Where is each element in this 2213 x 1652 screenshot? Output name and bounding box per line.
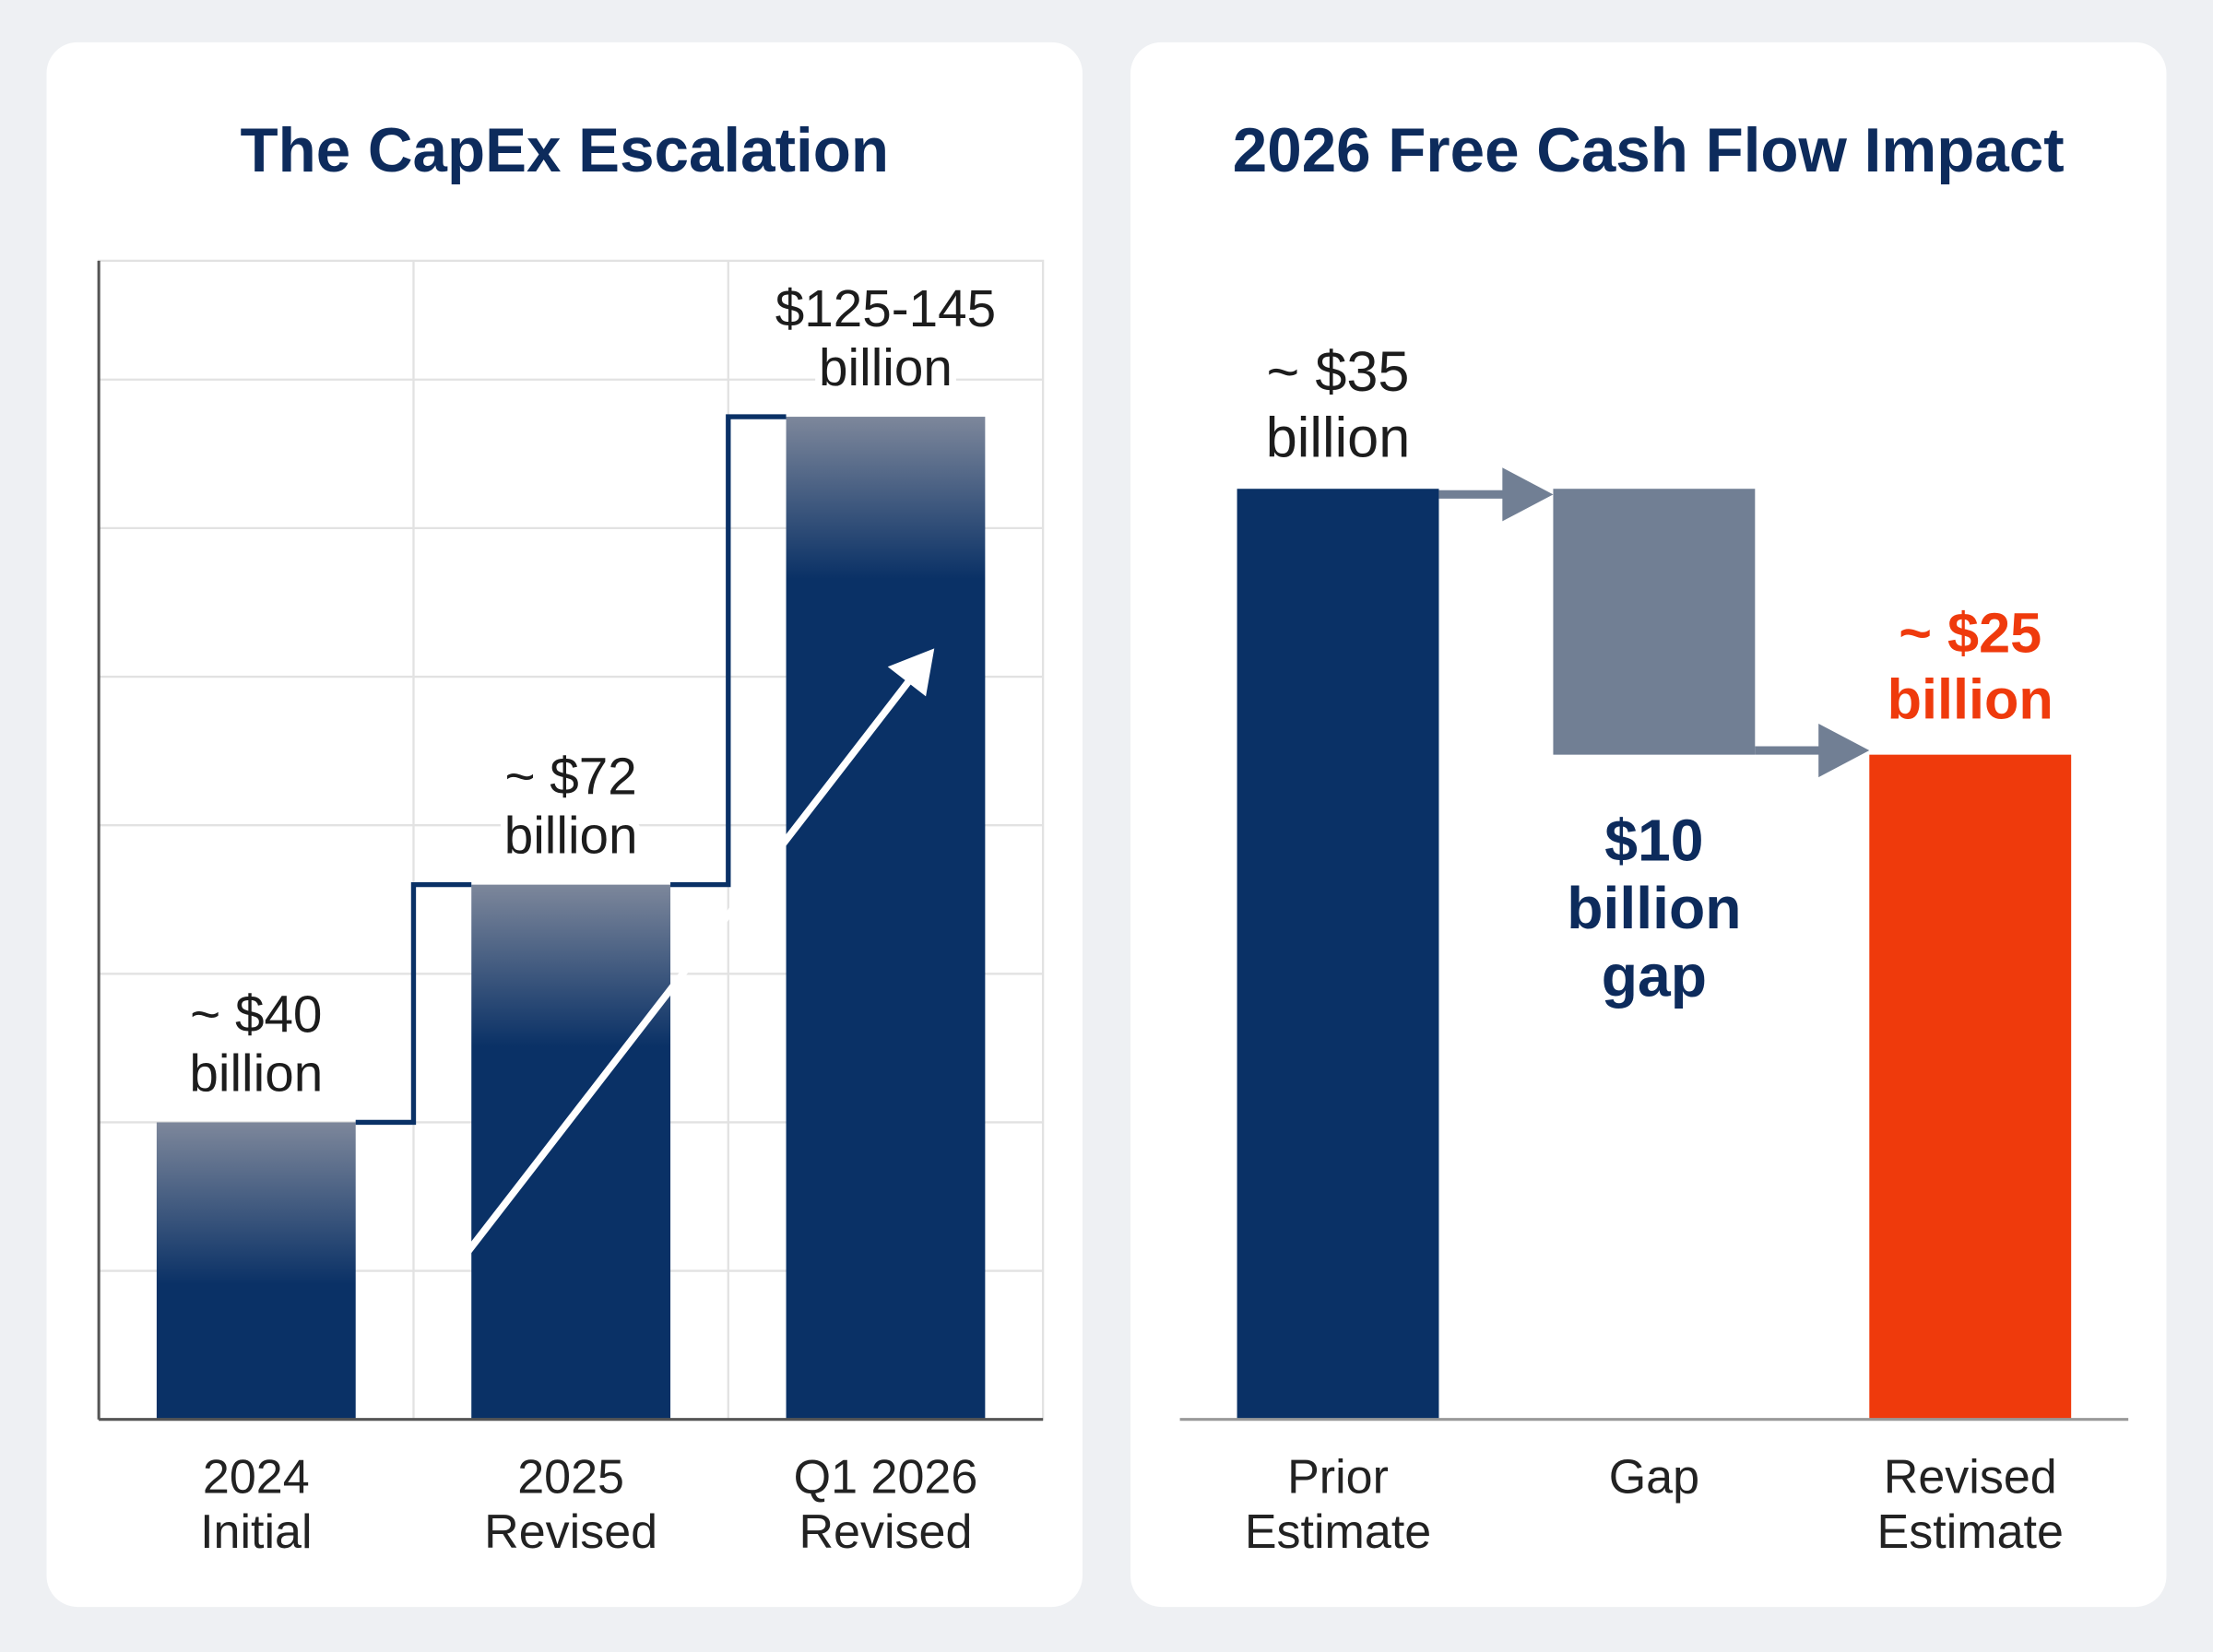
value-label: $125-145 billion xyxy=(775,279,996,396)
trend-arrow-head xyxy=(887,648,935,697)
x-tick-label: Revised Estimate xyxy=(1877,1450,2064,1559)
x-tick-label: Q1 2026 Revised xyxy=(794,1450,978,1559)
value-label: ~ $25 billion xyxy=(1888,602,2053,731)
value-label: ~ $35 billion xyxy=(1266,340,1411,469)
bar xyxy=(1553,489,1756,755)
bar xyxy=(1869,754,2072,1420)
connector-head xyxy=(1818,724,1870,778)
value-label: $10 billion gap xyxy=(1567,807,1741,1009)
connector-head xyxy=(1502,467,1554,522)
trend-arrow xyxy=(463,671,917,1257)
x-tick-label: Prior Estimate xyxy=(1245,1450,1431,1559)
x-tick-label: 2024 Initial xyxy=(200,1450,312,1559)
step-line xyxy=(355,414,787,1126)
x-tick-label: 2025 Revised xyxy=(484,1450,657,1559)
bar xyxy=(786,417,986,1420)
bar xyxy=(471,884,671,1420)
bar xyxy=(156,1122,356,1420)
value-label: ~ $72 billion xyxy=(504,747,638,864)
chart-title: 2026 Free Cash Flow Impact xyxy=(1233,116,2065,185)
bar xyxy=(1237,489,1439,1420)
chart-title: The CapEx Escalation xyxy=(241,116,889,185)
x-tick-label: Gap xyxy=(1609,1450,1699,1504)
value-label: ~ $40 billion xyxy=(189,985,323,1102)
